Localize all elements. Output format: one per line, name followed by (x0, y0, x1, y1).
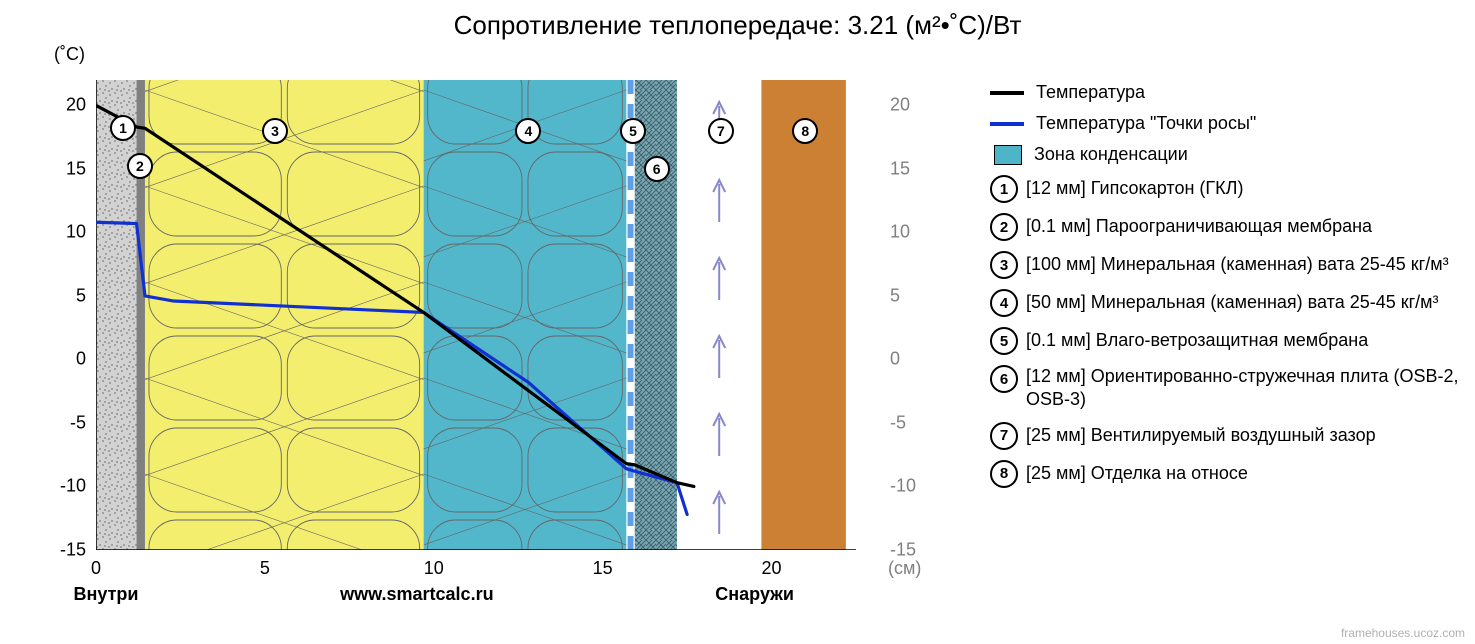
y-tick-right: 10 (890, 222, 910, 243)
y-tick-left: -10 (60, 476, 86, 497)
y-tick-right: 15 (890, 158, 910, 179)
layer-marker-8: 8 (792, 118, 818, 144)
layer-marker-5: 5 (620, 118, 646, 144)
x-tick: 0 (91, 558, 101, 579)
legend-temperature: Температура (990, 82, 1460, 103)
legend-number-icon: 7 (990, 422, 1018, 450)
legend-label: Температура (1036, 82, 1145, 103)
chart-svg (96, 80, 856, 550)
legend-layer-label: [25 мм] Вентилируемый воздушный зазор (1026, 424, 1376, 447)
legend-label: Зона конденсации (1034, 144, 1188, 165)
legend: Температура Температура "Точки росы" Зон… (990, 82, 1460, 498)
x-tick: 15 (593, 558, 613, 579)
layer-marker-7: 7 (708, 118, 734, 144)
layer-marker-4: 4 (515, 118, 541, 144)
y-tick-right: 0 (890, 349, 900, 370)
legend-layer-7: 7 [25 мм] Вентилируемый воздушный зазор (990, 422, 1460, 450)
x-tick: 20 (762, 558, 782, 579)
y-tick-left: 15 (66, 158, 86, 179)
y-tick-left: 0 (76, 349, 86, 370)
legend-layer-3: 3 [100 мм] Минеральная (каменная) вата 25… (990, 251, 1460, 279)
y-tick-left: -15 (60, 540, 86, 561)
legend-layer-label: [12 мм] Гипсокартон (ГКЛ) (1026, 177, 1243, 200)
axis-bottom-label: Снаружи (715, 584, 794, 605)
y-tick-right: -10 (890, 476, 916, 497)
legend-dewpoint: Температура "Точки росы" (990, 113, 1460, 134)
y-tick-right: -5 (890, 412, 906, 433)
page-root: Сопротивление теплопередаче: 3.21 (м²•˚С… (0, 0, 1475, 644)
legend-layer-4: 4 [50 мм] Минеральная (каменная) вата 25-… (990, 289, 1460, 317)
axis-bottom-label: www.smartcalc.ru (340, 584, 493, 605)
x-tick: 5 (260, 558, 270, 579)
legend-number-icon: 1 (990, 175, 1018, 203)
legend-number-icon: 5 (990, 327, 1018, 355)
legend-number-icon: 2 (990, 213, 1018, 241)
legend-number-icon: 8 (990, 460, 1018, 488)
legend-layer-5: 5 [0.1 мм] Влаго-ветрозащитная мембрана (990, 327, 1460, 355)
legend-number-icon: 4 (990, 289, 1018, 317)
legend-layer-label: [25 мм] Отделка на относе (1026, 462, 1248, 485)
legend-layer-8: 8 [25 мм] Отделка на относе (990, 460, 1460, 488)
legend-layer-label: [0.1 мм] Влаго-ветрозащитная мембрана (1026, 329, 1368, 352)
x-tick: 10 (424, 558, 444, 579)
axis-bottom-label: Внутри (74, 584, 139, 605)
legend-label: Температура "Точки росы" (1036, 113, 1256, 134)
chart-title: Сопротивление теплопередаче: 3.21 (м²•˚С… (0, 10, 1475, 41)
y-tick-left: 20 (66, 95, 86, 116)
legend-layer-1: 1 [12 мм] Гипсокартон (ГКЛ) (990, 175, 1460, 203)
legend-number-icon: 3 (990, 251, 1018, 279)
legend-layer-2: 2 [0.1 мм] Пароограничивающая мембрана (990, 213, 1460, 241)
y-tick-left: -5 (70, 412, 86, 433)
layer-marker-2: 2 (127, 153, 153, 179)
y-tick-right: 20 (890, 95, 910, 116)
y-tick-right: 5 (890, 285, 900, 306)
legend-layer-label: [100 мм] Минеральная (каменная) вата 25-… (1026, 253, 1449, 276)
legend-layer-label: [50 мм] Минеральная (каменная) вата 25-4… (1026, 291, 1439, 314)
legend-condensation: Зона конденсации (990, 144, 1460, 165)
x-axis-unit: (см) (888, 558, 921, 579)
temperature-line-icon (990, 83, 1024, 103)
dewpoint-line-icon (990, 114, 1024, 134)
legend-layer-label: [12 мм] Ориентированно-стружечная плита … (1026, 365, 1460, 412)
y-axis-unit: (˚С) (54, 44, 85, 65)
layer-marker-6: 6 (644, 156, 670, 182)
legend-layer-6: 6 [12 мм] Ориентированно-стружечная плита… (990, 365, 1460, 412)
condensation-box-icon (994, 145, 1022, 165)
chart-area: -15-15-10-10-5-5005510101515202005101520… (96, 80, 856, 550)
layer-marker-1: 1 (110, 115, 136, 141)
watermark: framehouses.ucoz.com (1341, 626, 1465, 640)
y-tick-left: 10 (66, 222, 86, 243)
legend-number-icon: 6 (990, 365, 1018, 393)
legend-layer-label: [0.1 мм] Пароограничивающая мембрана (1026, 215, 1372, 238)
y-tick-left: 5 (76, 285, 86, 306)
layer-marker-3: 3 (262, 118, 288, 144)
